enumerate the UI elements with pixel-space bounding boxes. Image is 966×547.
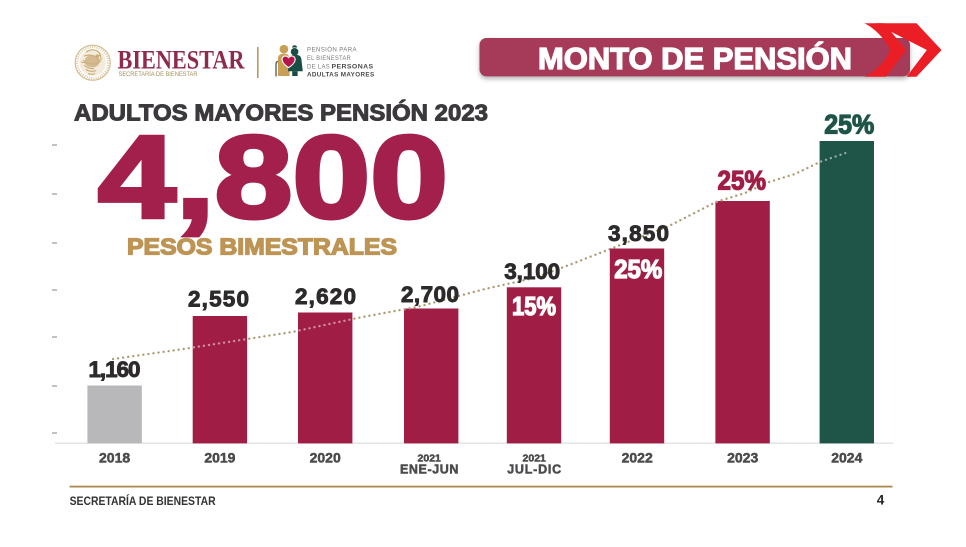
svg-text:4,800: 4,800 xyxy=(98,111,448,242)
svg-text:JUL-DIC: JUL-DIC xyxy=(507,462,561,476)
svg-text:2,700: 2,700 xyxy=(401,282,459,307)
svg-text:ENE-JUN: ENE-JUN xyxy=(400,462,459,476)
svg-text:SECRETARÍA DE BIENESTAR: SECRETARÍA DE BIENESTAR xyxy=(70,493,216,508)
svg-text:1,160: 1,160 xyxy=(89,357,141,382)
svg-text:25%: 25% xyxy=(718,166,767,196)
svg-text:3,850: 3,850 xyxy=(608,221,669,246)
svg-text:25%: 25% xyxy=(614,254,662,284)
svg-text:15%: 15% xyxy=(512,291,556,321)
svg-text:2019: 2019 xyxy=(204,450,235,466)
svg-text:BIENESTAR: BIENESTAR xyxy=(118,46,245,75)
svg-text:25%: 25% xyxy=(824,110,874,140)
svg-text:PERSONAS: PERSONAS xyxy=(332,63,374,70)
svg-text:ADULTAS MAYORES: ADULTAS MAYORES xyxy=(307,72,375,79)
svg-text:2021: 2021 xyxy=(418,452,442,464)
svg-text:2021: 2021 xyxy=(523,452,547,464)
svg-text:PESOS BIMESTRALES: PESOS BIMESTRALES xyxy=(127,233,397,259)
svg-text:2024: 2024 xyxy=(831,450,862,466)
svg-text:2,550: 2,550 xyxy=(188,286,249,311)
svg-text:SECRETARÍA DE BIENESTAR: SECRETARÍA DE BIENESTAR xyxy=(119,69,198,78)
svg-text:2,620: 2,620 xyxy=(295,284,356,309)
svg-text:2022: 2022 xyxy=(622,450,653,466)
svg-text:2023: 2023 xyxy=(727,450,758,466)
svg-text:ADULTOS MAYORES PENSIÓN 2023: ADULTOS MAYORES PENSIÓN 2023 xyxy=(74,98,488,125)
svg-text:PENSIÓN PARA: PENSIÓN PARA xyxy=(307,45,357,54)
svg-text:3,100: 3,100 xyxy=(504,259,560,284)
svg-text:EL BIENESTAR: EL BIENESTAR xyxy=(307,55,351,62)
svg-text:4: 4 xyxy=(877,493,885,508)
svg-text:DE LAS: DE LAS xyxy=(307,63,330,70)
svg-text:MONTO DE PENSIÓN: MONTO DE PENSIÓN xyxy=(538,40,852,76)
svg-text:2018: 2018 xyxy=(99,450,130,466)
svg-text:2020: 2020 xyxy=(310,450,341,466)
